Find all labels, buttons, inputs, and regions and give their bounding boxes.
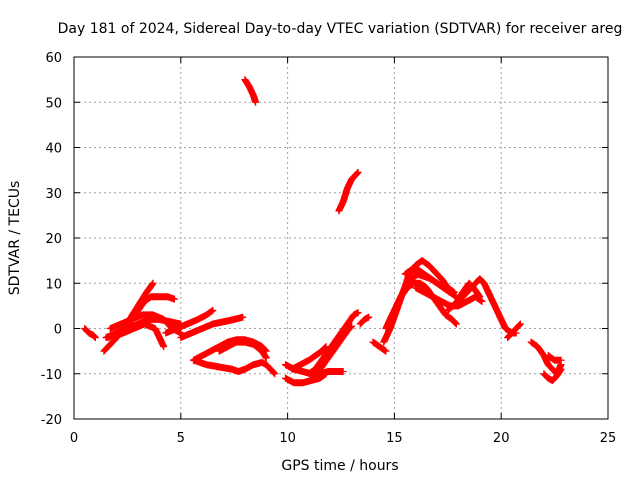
series-track-30 <box>540 365 565 384</box>
x-tick-label: 5 <box>177 431 185 446</box>
data-point-markers <box>369 338 390 355</box>
data-point-markers <box>401 266 460 301</box>
x-axis-label: GPS time / hours <box>281 458 398 474</box>
y-tick-label: 10 <box>45 277 62 292</box>
data-point-markers <box>215 338 270 362</box>
y-tick-label: 30 <box>45 187 62 202</box>
series-track-01 <box>81 325 99 342</box>
data-point-markers <box>81 325 99 342</box>
series-track-31 <box>544 352 565 364</box>
series-track-18 <box>335 168 362 215</box>
x-tick-label: 20 <box>493 431 510 446</box>
x-tick-label: 0 <box>70 431 78 446</box>
chart-title: Day 181 of 2024, Sidereal Day-to-day VTE… <box>58 21 623 37</box>
x-tick-label: 25 <box>600 431 617 446</box>
series-track-27 <box>450 279 484 310</box>
series-track-17 <box>311 322 356 378</box>
series-track-14 <box>282 370 330 387</box>
y-tick-label: 50 <box>45 96 62 111</box>
data-point-markers <box>282 370 330 387</box>
series-track-24 <box>401 266 460 301</box>
axis-ticks <box>73 56 609 420</box>
series-track-07 <box>162 306 217 337</box>
data-point-markers <box>288 343 330 373</box>
y-tick-label: -10 <box>41 368 62 383</box>
data-point-markers <box>504 320 524 342</box>
data-point-markers <box>162 306 217 337</box>
series-track-15 <box>288 343 330 373</box>
y-tick-label: -20 <box>41 413 62 428</box>
data-point-markers <box>335 168 362 215</box>
y-tick-label: 0 <box>54 323 62 338</box>
data-point-markers <box>305 309 362 378</box>
series-track-06 <box>108 320 168 351</box>
y-tick-label: 20 <box>45 232 62 247</box>
x-tick-label: 15 <box>386 431 403 446</box>
series-track-08 <box>177 313 247 342</box>
x-tick-label: 10 <box>279 431 296 446</box>
data-point-markers <box>311 322 356 378</box>
data-point-markers <box>177 313 247 342</box>
data-point-markers <box>108 320 168 351</box>
series-track-11 <box>215 338 270 362</box>
data-point-markers <box>540 365 565 384</box>
series-track-20 <box>369 338 390 355</box>
y-tick-label: 40 <box>45 142 62 157</box>
series-track-16 <box>305 309 362 378</box>
y-tick-label: 60 <box>45 51 62 66</box>
data-series <box>81 76 565 387</box>
series-track-28 <box>504 320 524 342</box>
data-point-markers <box>190 356 279 378</box>
series-track-12 <box>241 76 260 106</box>
series-track-10 <box>190 356 279 378</box>
data-point-markers <box>544 352 565 364</box>
y-axis-label: SDTVAR / TECUs <box>7 181 23 296</box>
data-point-markers <box>241 76 260 106</box>
data-point-markers <box>356 313 373 328</box>
data-point-markers <box>450 279 484 310</box>
series-track-19 <box>356 313 373 328</box>
axis-tick-labels: 0 5 10 15 20 25 -20 -10 0 10 20 30 40 50 60 <box>41 51 617 446</box>
